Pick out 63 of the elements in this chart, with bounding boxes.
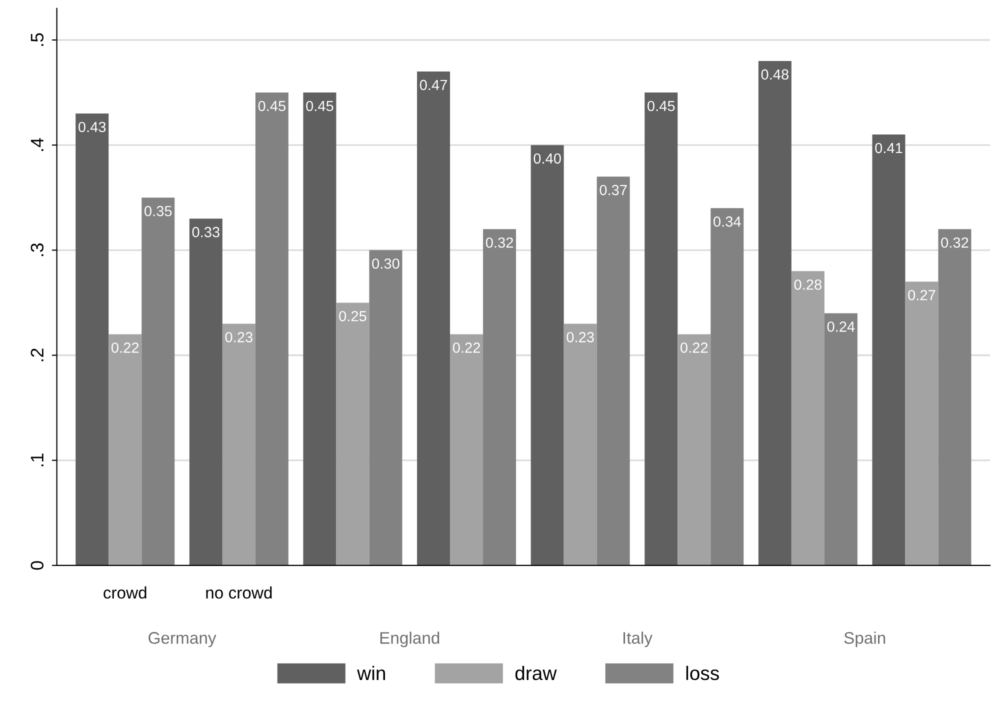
y-tick-label: .2 bbox=[30, 348, 44, 362]
y-tick-label: .1 bbox=[30, 454, 44, 466]
bar bbox=[905, 282, 938, 566]
data-label: 0.22 bbox=[452, 342, 480, 353]
data-label: 0.24 bbox=[827, 322, 855, 332]
data-label: 0.23 bbox=[566, 332, 594, 342]
bar bbox=[76, 114, 109, 566]
bar bbox=[824, 313, 858, 566]
data-label: 0.23 bbox=[225, 332, 252, 342]
data-label: 0.47 bbox=[420, 80, 447, 90]
data-label: 0.30 bbox=[372, 258, 400, 269]
text: Spain bbox=[844, 632, 886, 648]
data-label: 0.48 bbox=[761, 69, 788, 80]
bar bbox=[678, 334, 711, 566]
bar bbox=[189, 218, 222, 566]
data-label: 0.34 bbox=[714, 216, 741, 227]
y-tick-label: .4 bbox=[30, 138, 44, 151]
data-label: 0.27 bbox=[908, 290, 936, 300]
data-label: 0.45 bbox=[306, 100, 334, 112]
y-tick-label: .5 bbox=[30, 33, 44, 46]
bar bbox=[938, 229, 972, 566]
data-label: 0.37 bbox=[600, 184, 627, 196]
data-label: 0.22 bbox=[111, 342, 139, 353]
legend-label: draw bbox=[515, 666, 557, 680]
bar bbox=[336, 302, 370, 566]
bar bbox=[222, 324, 256, 566]
bar bbox=[596, 176, 630, 566]
bar bbox=[417, 72, 450, 566]
data-label: 0.43 bbox=[78, 122, 106, 132]
bar bbox=[255, 92, 288, 566]
bar bbox=[303, 92, 336, 566]
x-tick-label: crowd bbox=[104, 586, 146, 599]
data-label: 0.41 bbox=[875, 142, 902, 154]
bar bbox=[369, 250, 402, 566]
y-tick-label: 0 bbox=[30, 561, 44, 570]
data-label: 0.32 bbox=[941, 237, 968, 248]
y-tick-label: .3 bbox=[30, 243, 44, 256]
data-label: 0.28 bbox=[794, 279, 822, 290]
legend-label: loss bbox=[686, 666, 719, 680]
bar bbox=[872, 134, 906, 566]
data-label: 0.33 bbox=[192, 226, 220, 238]
data-label: 0.35 bbox=[144, 206, 172, 216]
data-label: 0.45 bbox=[648, 100, 675, 112]
bar bbox=[450, 334, 484, 566]
bar bbox=[483, 229, 516, 566]
text: England bbox=[380, 632, 440, 648]
text: Italy bbox=[623, 632, 652, 648]
bar bbox=[108, 334, 142, 566]
data-label: 0.22 bbox=[680, 342, 708, 353]
bar bbox=[758, 61, 792, 566]
data-label: 0.40 bbox=[534, 153, 561, 164]
bar bbox=[791, 271, 824, 566]
bar bbox=[644, 92, 678, 566]
bar bbox=[530, 145, 564, 566]
x-tick-label: no crowd bbox=[206, 586, 272, 599]
bar bbox=[564, 324, 597, 566]
data-label: 0.25 bbox=[339, 311, 366, 322]
text: Germany bbox=[148, 632, 216, 648]
legend-label: win bbox=[357, 666, 385, 680]
bar bbox=[142, 198, 175, 566]
data-label: 0.32 bbox=[486, 237, 513, 248]
bar bbox=[710, 208, 744, 566]
data-label: 0.45 bbox=[258, 100, 286, 112]
